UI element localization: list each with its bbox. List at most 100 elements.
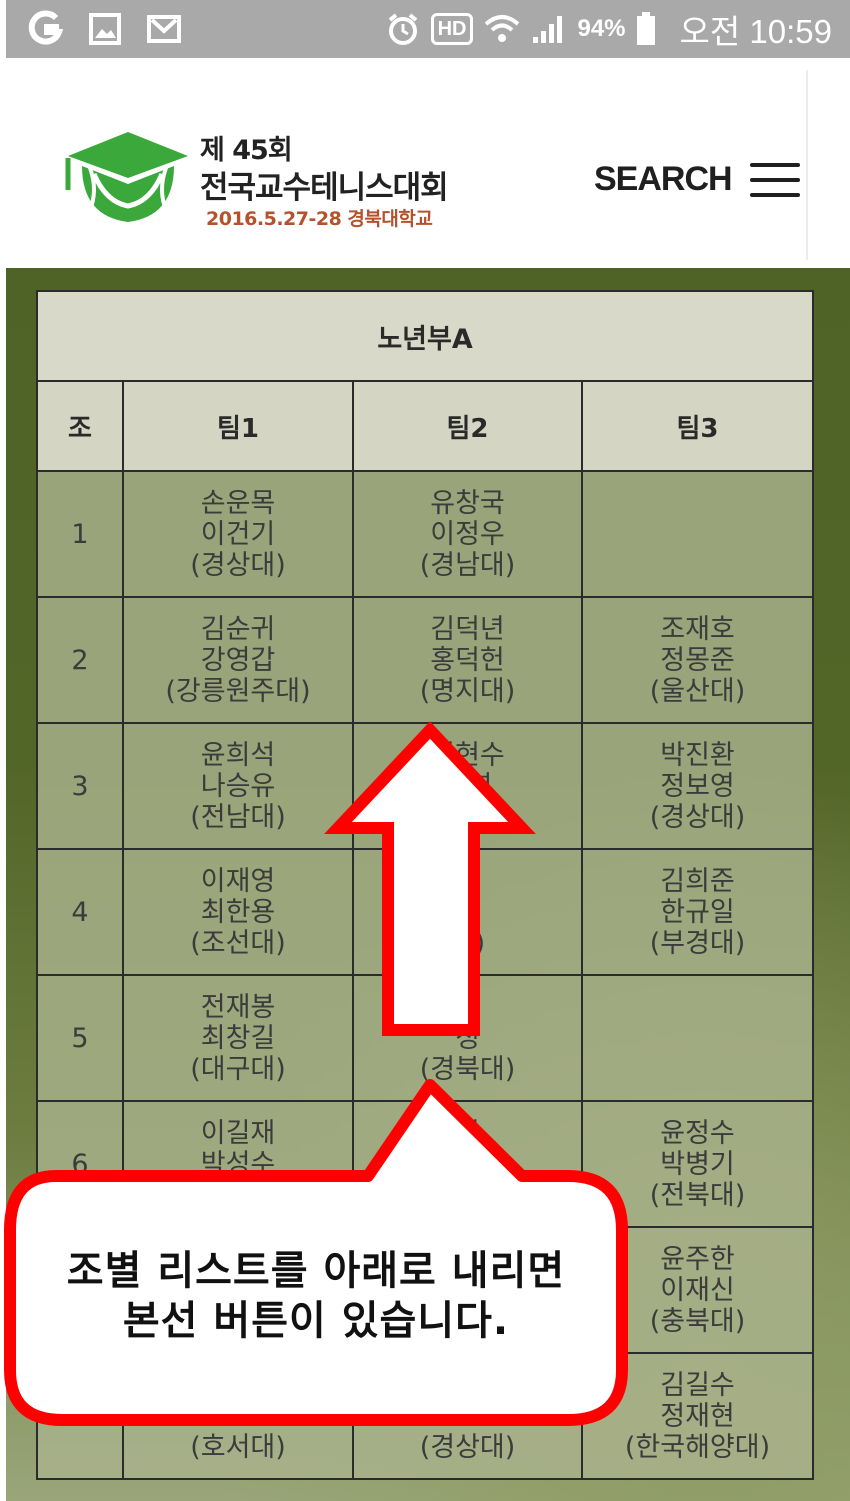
team-member: 박진환 [660, 739, 735, 771]
team-member: ​ [355, 1370, 580, 1401]
group-number-cell: 1 [36, 470, 124, 598]
team1-cell: ​​(호서대) [122, 1352, 354, 1480]
team-school: (호서대) [190, 1431, 286, 1463]
team-member: 홍덕헌 [430, 644, 505, 676]
hd-voice-icon: HD [430, 13, 474, 45]
header-divider [806, 70, 808, 260]
team1-cell: 윤희석 나승유 (전남대) [122, 722, 354, 850]
annotation-line-1: 조별 리스트를 아래로 내리면 [66, 1248, 566, 1294]
group-number-cell: 5 [36, 974, 124, 1102]
team-school: ​ [584, 1054, 811, 1085]
team-member: 희 [455, 865, 480, 897]
team1-cell: 전재봉 최창길 (대구대) [122, 974, 354, 1102]
team3-cell: 조재호 정몽준 (울산대) [580, 596, 815, 724]
battery-icon [636, 12, 656, 46]
team-school: (전남대) [190, 801, 286, 833]
team-school: (경상대) [419, 1431, 516, 1463]
team-member: 박병기 [660, 1148, 735, 1180]
team-member: 희 [455, 1117, 480, 1149]
annotation-text: 조별 리스트를 아래로 내리면 본선 버튼이 있습니다. [10, 1246, 622, 1346]
team-member: 이재영 [200, 865, 276, 897]
group-number-cell [36, 1352, 124, 1480]
team1-cell: 김순귀 강영갑 (강릉원주대) [122, 596, 354, 724]
team-member: 최창길 [200, 1022, 276, 1054]
team-member: ​ [355, 1149, 580, 1180]
search-button[interactable]: SEARCH [594, 160, 733, 198]
team-school: (한국해양대) [624, 1431, 771, 1463]
team-member: 윤주한 [660, 1243, 735, 1275]
team-school: 대) [449, 801, 486, 833]
team-member: 김현수 [430, 739, 505, 771]
team-member: 원영 [442, 770, 493, 802]
battery-percent: 94% [577, 15, 626, 42]
team-school: (충북대) [649, 1305, 746, 1337]
column-header-group: 조 [36, 380, 124, 472]
team-school: (경남대) [419, 549, 516, 581]
team-member: 윤정수 [660, 1117, 735, 1149]
team-member: 정몽준 [660, 644, 735, 676]
team3-cell: 김길수 정재현 (한국해양대) [580, 1352, 815, 1480]
team-member: 이건기 [200, 518, 276, 550]
gallery-icon [88, 12, 122, 46]
group-number-cell: 6 [36, 1100, 124, 1228]
team-member: ​ [355, 1401, 580, 1432]
app-g-icon [26, 10, 64, 48]
team-member: 이재신 [660, 1274, 735, 1306]
team-member: 나승유 [200, 770, 276, 802]
team1-cell: 이재영 최한용 (조선대) [122, 848, 354, 976]
team-member: 정보영 [660, 770, 735, 802]
hamburger-menu-icon[interactable] [749, 162, 800, 197]
team-school: (경상대) [190, 549, 286, 581]
team-school: (경북대) [419, 1053, 516, 1085]
team-member: 유창국 [430, 487, 505, 519]
alarm-icon [385, 11, 421, 47]
team2-cell: ​​(경상대) [352, 1352, 583, 1480]
mail-icon [146, 14, 182, 44]
team-school: ​ [125, 1180, 351, 1211]
team-member: 김길수 [660, 1369, 735, 1401]
team-school: 대) [449, 927, 486, 959]
signal-icon [531, 13, 567, 45]
clock: 오전 10:59 [679, 13, 832, 50]
team-school: (명지대) [419, 675, 516, 707]
team3-cell: 윤정수 박병기 (전북대) [580, 1100, 815, 1228]
team-member: 박성수 [200, 1148, 276, 1180]
team-member: 형 [455, 991, 480, 1023]
group-number-cell: 2 [36, 596, 124, 724]
team-school: (대구대) [190, 1053, 286, 1085]
team-member: ​ [584, 992, 811, 1023]
team2-cell: 김덕년 홍덕헌 (명지대) [352, 596, 583, 724]
team3-cell: ​​​ [580, 974, 815, 1102]
group-number-cell: 4 [36, 848, 124, 976]
team-member: 두 [455, 896, 480, 928]
team-member: 김덕년 [430, 613, 505, 645]
team-member: ​ [584, 1023, 811, 1054]
team-school: (전북대) [649, 1179, 746, 1211]
team-member: 이정우 [430, 518, 505, 550]
team-member: ​ [125, 1370, 351, 1401]
annotation-line-2: 본선 버튼이 있습니다. [122, 1298, 510, 1344]
team-member: 조재호 [660, 613, 735, 645]
team2-cell: 형 정 (경북대) [352, 974, 583, 1102]
team-member: ​ [125, 1401, 351, 1432]
search-menu: SEARCH [594, 160, 800, 199]
site-logo[interactable]: 제 45회 전국교수테니스대회 2016.5.27-28 경북대학교 [60, 128, 460, 230]
logo-title-edition: 제 45회 [200, 135, 293, 166]
team-member: 김희준 [660, 865, 735, 897]
team-school: (부경대) [649, 927, 746, 959]
team2-cell: 희​​ [352, 1100, 583, 1228]
column-header-team3: 팀3 [580, 380, 815, 472]
team-member: 손운목 [200, 487, 276, 519]
wifi-icon [483, 12, 521, 46]
team-member: 전재봉 [200, 991, 276, 1023]
logo-date: 2016.5.27-28 경북대학교 [206, 208, 433, 230]
team1-cell: 손운목 이건기 (경상대) [122, 470, 354, 598]
column-header-team1: 팀1 [122, 380, 354, 472]
table-row: 3 윤희석 나승유 (전남대) 김현수 원영 대) 박진환 정보영 (경상대) [36, 722, 815, 850]
team-member: 이길재 [200, 1117, 276, 1149]
team-school: ​ [584, 550, 811, 581]
